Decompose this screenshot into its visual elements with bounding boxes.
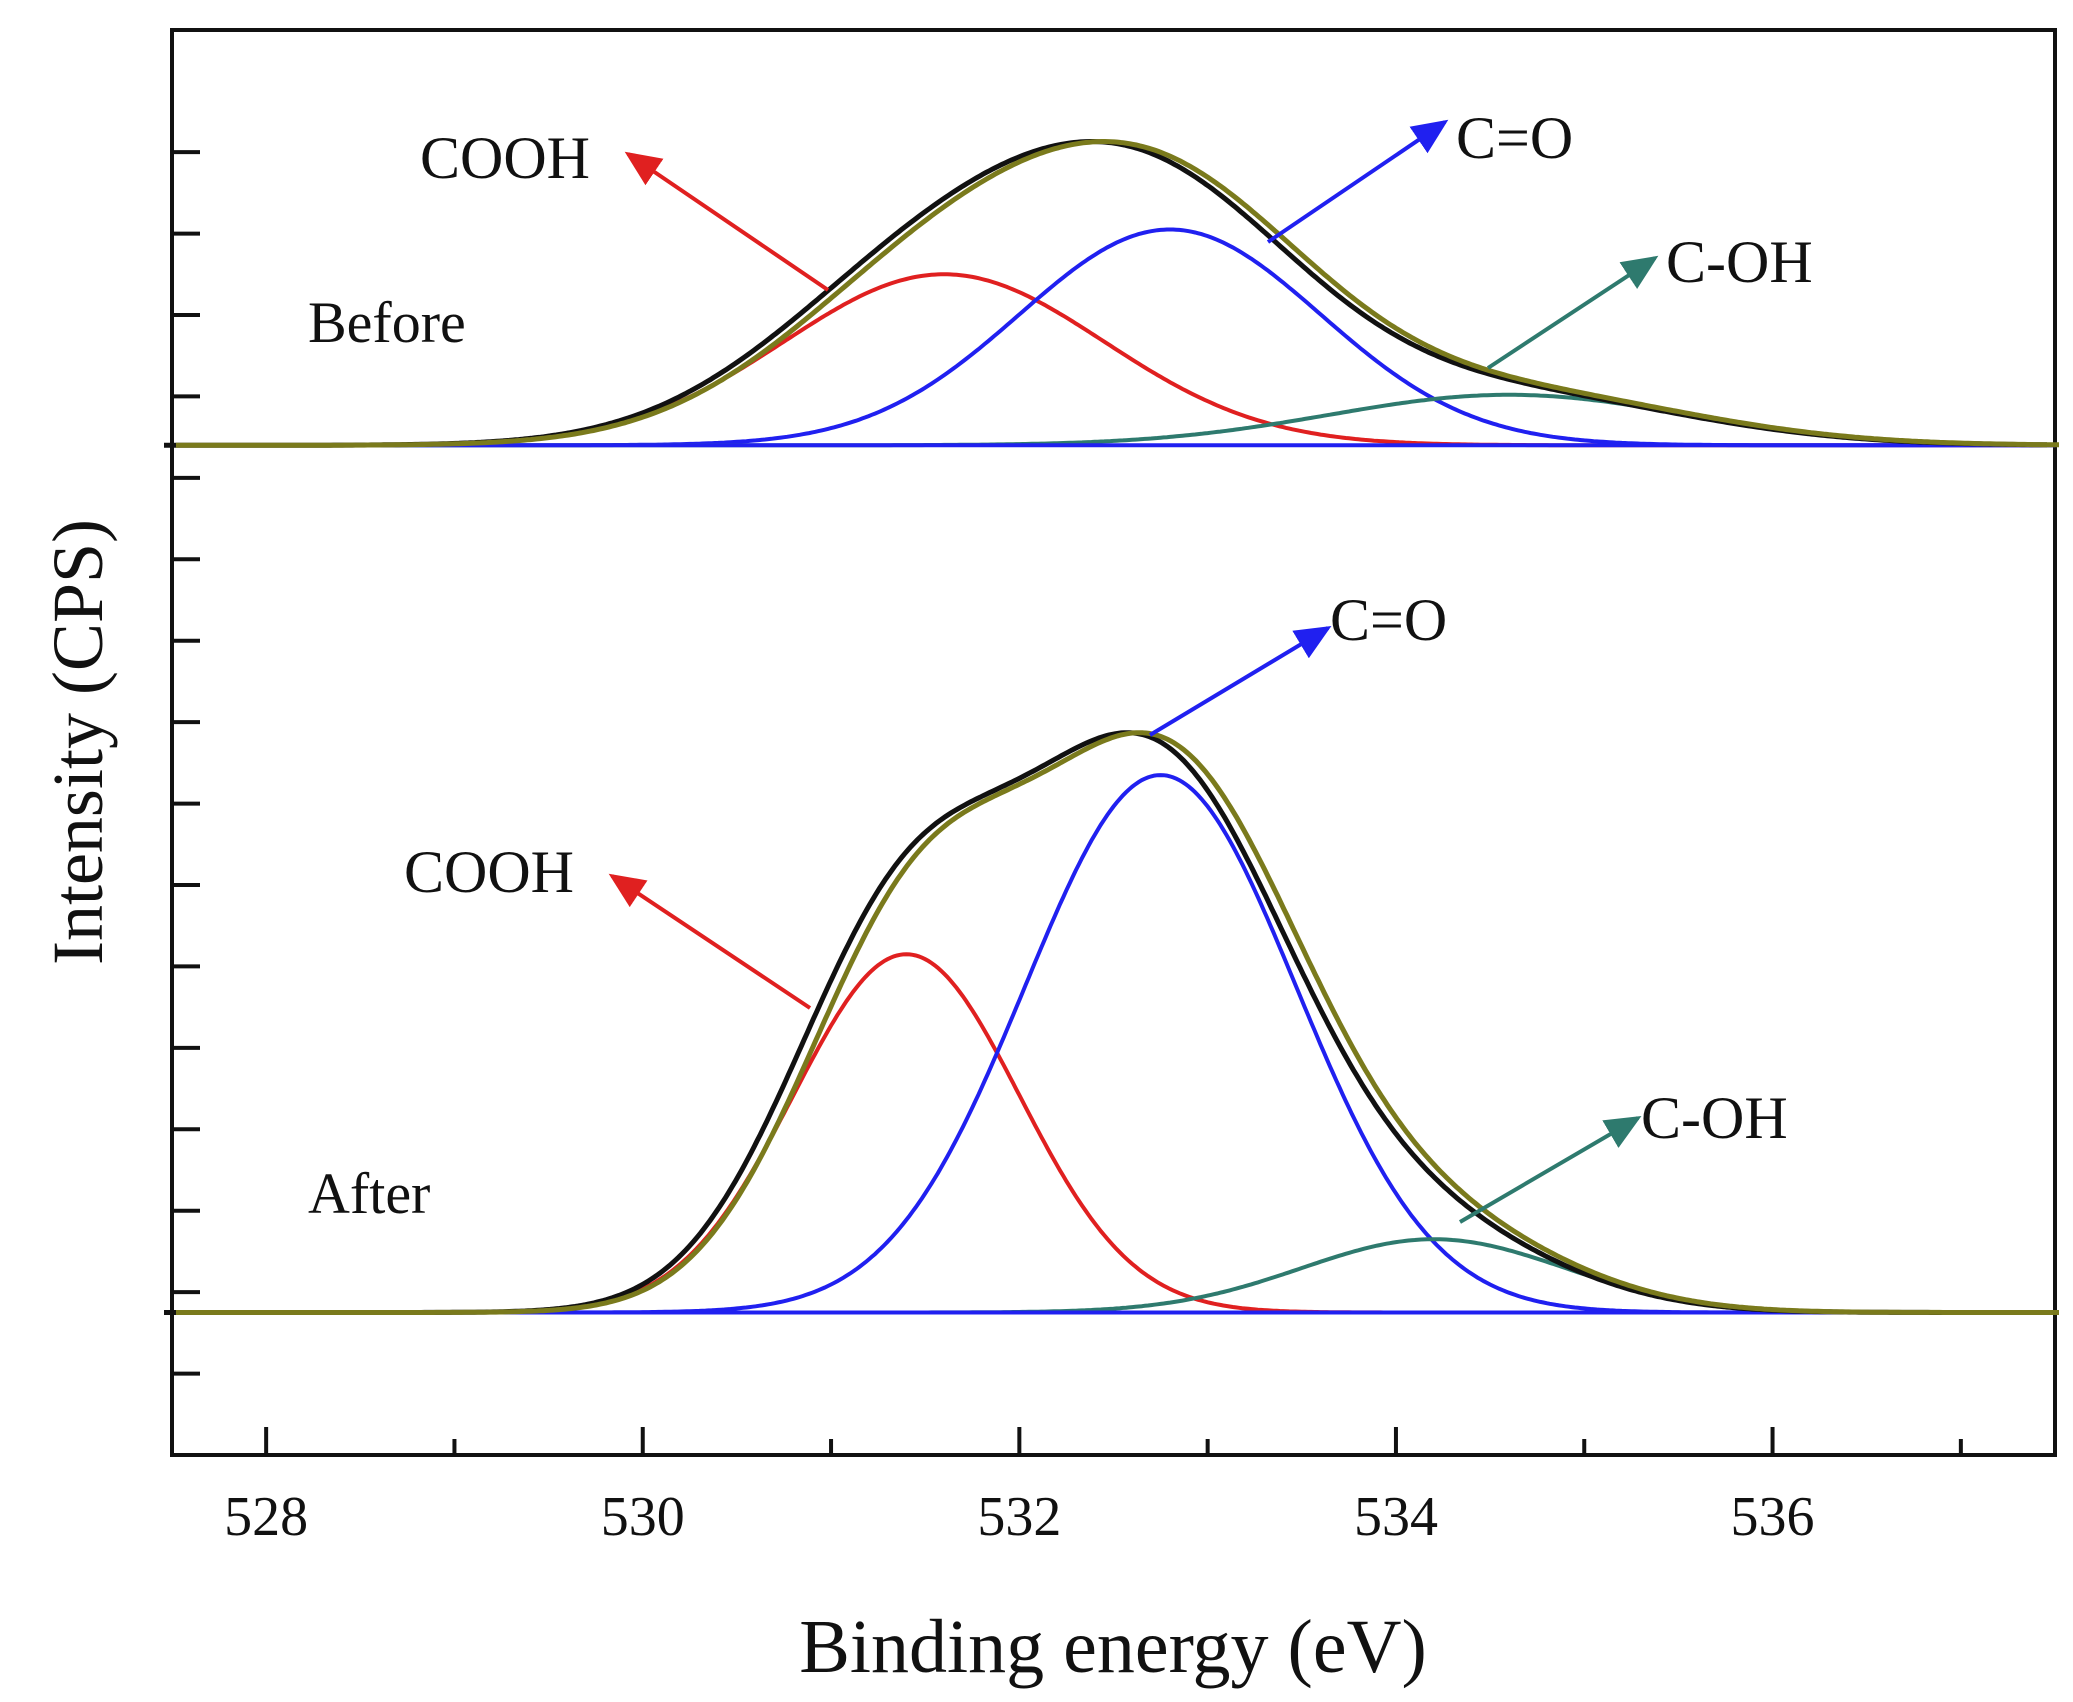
x-tick-label: 530: [601, 1486, 685, 1548]
spectra-curves: [164, 139, 2059, 1315]
fit-curve-before: [176, 139, 2059, 448]
annotation-arrow-cooh: [624, 151, 830, 292]
peak-annotations: COOH C=O C-OH COOH C=O C-OH: [404, 105, 1813, 1224]
component-curve-c-oh-after: [172, 1237, 2055, 1315]
x-axis-label: Binding energy (eV): [799, 1605, 1427, 1689]
annotation-label-cooh: COOH: [420, 125, 590, 191]
panel-label-before: Before: [308, 290, 466, 355]
component-curve-c-oh-before: [172, 392, 2055, 448]
annotation-label-c-oh: C-OH: [1641, 1085, 1788, 1151]
x-tick-label: 528: [224, 1486, 308, 1548]
plot-frame: [170, 28, 2057, 1457]
annotation-label-c-o: C=O: [1456, 105, 1573, 171]
annotation-arrow-c-o: [1266, 119, 1449, 244]
panel-label-after: After: [308, 1161, 430, 1226]
y-axis-label: Intensity (CPS): [38, 519, 118, 965]
annotation-label-c-o: C=O: [1330, 587, 1447, 653]
annotation-arrow-cooh: [608, 873, 812, 1010]
y-axis-ticks: [172, 150, 200, 1376]
annotation-arrow-c-o: [1148, 625, 1332, 737]
fit-curve-after: [176, 730, 2059, 1315]
annotation-arrow-c-oh: [1458, 1115, 1642, 1224]
x-tick-label: 534: [1354, 1486, 1438, 1548]
x-tick-label: 536: [1731, 1486, 1815, 1548]
x-axis-ticks: 528 530 532 534 536: [224, 1427, 1963, 1548]
annotation-label-c-oh: C-OH: [1666, 229, 1813, 295]
x-tick-label: 532: [977, 1486, 1061, 1548]
annotation-arrow-c-oh: [1486, 255, 1659, 370]
annotation-label-cooh: COOH: [404, 839, 574, 905]
